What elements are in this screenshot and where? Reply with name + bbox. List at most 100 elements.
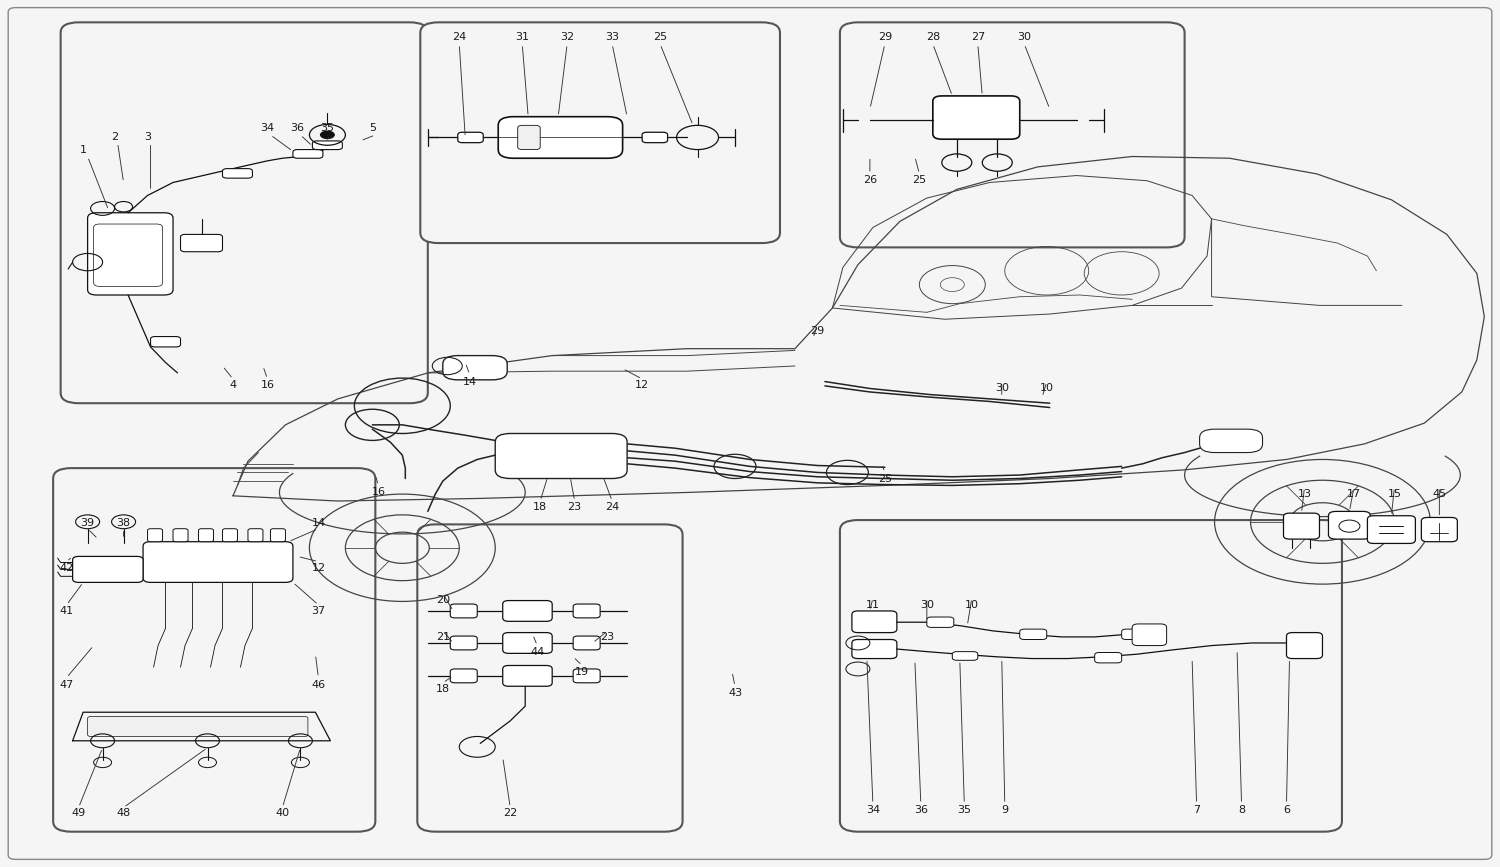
FancyBboxPatch shape: [147, 529, 162, 542]
Text: 25: 25: [878, 473, 892, 484]
FancyBboxPatch shape: [1422, 518, 1458, 542]
Text: 30: 30: [1017, 32, 1031, 42]
Text: 17: 17: [1347, 489, 1360, 499]
Text: 38: 38: [117, 518, 130, 528]
Text: 12: 12: [312, 563, 326, 573]
Text: 27: 27: [970, 32, 986, 42]
FancyBboxPatch shape: [852, 640, 897, 659]
Text: 15: 15: [1388, 489, 1401, 499]
Text: 3: 3: [144, 132, 152, 141]
FancyBboxPatch shape: [222, 529, 237, 542]
Text: 32: 32: [560, 32, 574, 42]
Text: 47: 47: [60, 680, 74, 689]
Text: 23: 23: [600, 632, 615, 642]
Text: 39: 39: [81, 518, 94, 528]
FancyBboxPatch shape: [312, 141, 342, 150]
Text: 5: 5: [369, 123, 376, 133]
FancyBboxPatch shape: [1287, 633, 1323, 659]
Text: 23: 23: [567, 502, 582, 512]
Text: 45: 45: [1432, 489, 1446, 499]
FancyBboxPatch shape: [573, 604, 600, 618]
FancyBboxPatch shape: [198, 529, 213, 542]
Text: 24: 24: [452, 32, 466, 42]
Text: 2: 2: [111, 132, 118, 141]
Text: 19: 19: [574, 667, 590, 676]
Text: 28: 28: [926, 32, 940, 42]
Text: 25: 25: [652, 32, 668, 42]
Text: 29: 29: [810, 326, 825, 336]
Text: 14: 14: [462, 376, 477, 387]
Text: 46: 46: [312, 680, 326, 689]
FancyBboxPatch shape: [87, 716, 308, 736]
FancyBboxPatch shape: [498, 117, 622, 159]
FancyBboxPatch shape: [53, 468, 375, 831]
FancyBboxPatch shape: [172, 529, 188, 542]
Text: 4: 4: [230, 380, 237, 390]
FancyBboxPatch shape: [1122, 629, 1149, 640]
Text: 37: 37: [312, 606, 326, 616]
Text: 16: 16: [261, 380, 274, 390]
Text: 21: 21: [435, 632, 450, 642]
FancyBboxPatch shape: [1368, 516, 1416, 544]
Text: 13: 13: [1298, 489, 1311, 499]
FancyBboxPatch shape: [60, 23, 427, 403]
FancyBboxPatch shape: [450, 604, 477, 618]
FancyBboxPatch shape: [450, 636, 477, 650]
Text: 49: 49: [72, 808, 86, 818]
Text: 1: 1: [80, 145, 87, 154]
FancyBboxPatch shape: [72, 557, 142, 583]
Text: 33: 33: [604, 32, 619, 42]
Text: 34: 34: [865, 805, 880, 815]
FancyBboxPatch shape: [442, 355, 507, 380]
Text: 8: 8: [1238, 805, 1245, 815]
FancyBboxPatch shape: [840, 520, 1342, 831]
Text: 22: 22: [503, 808, 518, 818]
Text: 10: 10: [964, 600, 980, 610]
Text: 9: 9: [1000, 805, 1008, 815]
Text: 44: 44: [530, 647, 544, 656]
Text: 18: 18: [532, 502, 548, 512]
FancyBboxPatch shape: [927, 617, 954, 628]
FancyBboxPatch shape: [573, 669, 600, 683]
FancyBboxPatch shape: [458, 133, 483, 143]
FancyBboxPatch shape: [573, 636, 600, 650]
Circle shape: [320, 131, 334, 140]
FancyBboxPatch shape: [852, 611, 897, 633]
Text: 48: 48: [117, 808, 130, 818]
Text: 35: 35: [321, 123, 334, 133]
FancyBboxPatch shape: [93, 224, 162, 286]
Text: 40: 40: [276, 808, 290, 818]
FancyBboxPatch shape: [420, 23, 780, 243]
Text: 18: 18: [435, 684, 450, 694]
FancyBboxPatch shape: [840, 23, 1185, 247]
Text: 30: 30: [994, 383, 1010, 394]
FancyBboxPatch shape: [1132, 624, 1167, 646]
Text: 11: 11: [865, 600, 880, 610]
Text: 41: 41: [60, 606, 74, 616]
FancyBboxPatch shape: [642, 133, 668, 143]
FancyBboxPatch shape: [248, 529, 262, 542]
FancyBboxPatch shape: [1284, 513, 1320, 539]
FancyBboxPatch shape: [1020, 629, 1047, 640]
Text: 26: 26: [862, 175, 877, 185]
Text: 25: 25: [912, 175, 927, 185]
FancyBboxPatch shape: [222, 168, 252, 178]
Text: 6: 6: [1282, 805, 1290, 815]
Text: 43: 43: [728, 688, 742, 698]
FancyBboxPatch shape: [518, 126, 540, 150]
Text: 42: 42: [60, 563, 74, 573]
Text: 10: 10: [1040, 383, 1053, 394]
Text: 30: 30: [920, 600, 934, 610]
Text: 31: 31: [514, 32, 529, 42]
Text: 36: 36: [914, 805, 928, 815]
FancyBboxPatch shape: [87, 212, 172, 295]
FancyBboxPatch shape: [450, 669, 477, 683]
Text: 24: 24: [604, 502, 619, 512]
FancyBboxPatch shape: [503, 633, 552, 654]
FancyBboxPatch shape: [495, 434, 627, 479]
Text: 36: 36: [291, 123, 304, 133]
FancyBboxPatch shape: [1200, 429, 1263, 453]
FancyBboxPatch shape: [292, 150, 322, 159]
Text: 35: 35: [957, 805, 972, 815]
Text: 20: 20: [435, 595, 450, 604]
